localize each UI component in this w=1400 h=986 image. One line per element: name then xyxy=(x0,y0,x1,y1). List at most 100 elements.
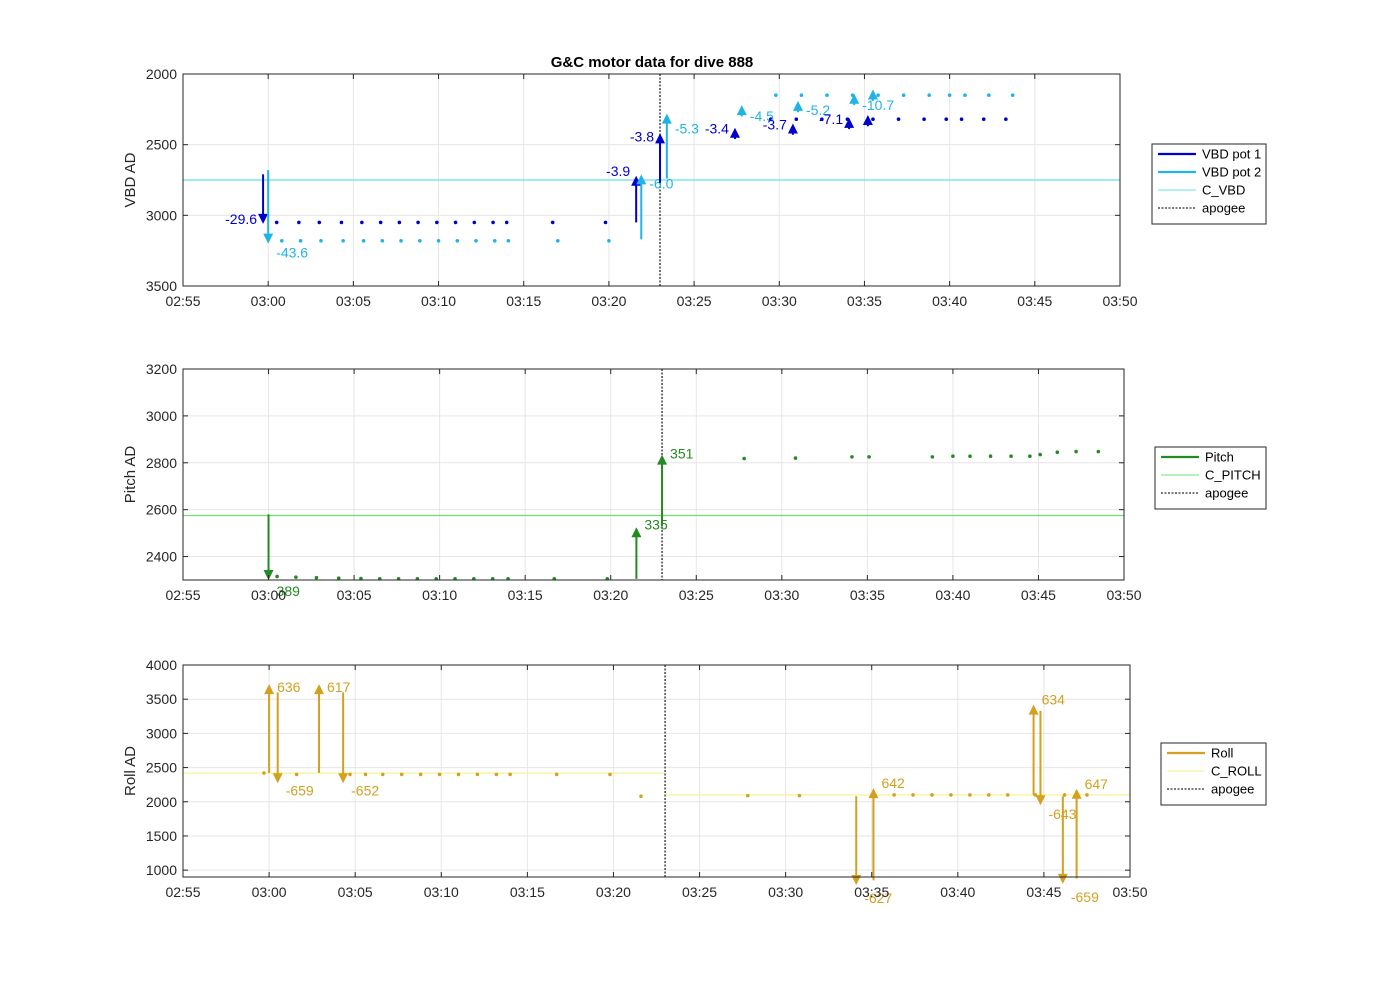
panels: -29.6 -43.6 -3.9 -6.0 -3.8 -5.3 -3.4 -4.5-3.7 -5… xyxy=(122,66,1267,906)
series-roll xyxy=(262,771,1089,799)
x-tick-label: 03:25 xyxy=(682,884,717,900)
legend-label: apogee xyxy=(1205,486,1248,501)
arrow-head xyxy=(849,93,860,104)
data-point xyxy=(981,117,986,122)
arrow-label: -659 xyxy=(1071,889,1099,905)
data-point xyxy=(1004,117,1008,122)
vbd-y-axis: 2000 2500 3000 3500 xyxy=(146,66,1120,294)
roll-plot xyxy=(183,665,1130,877)
y-tick-label: 3500 xyxy=(146,278,177,294)
arrow-label: -7.1 xyxy=(819,111,843,127)
y-tick-label: 3000 xyxy=(146,207,177,223)
x-tick-label: 03:45 xyxy=(1021,587,1056,603)
data-point xyxy=(556,238,560,243)
data-point xyxy=(280,238,284,243)
arrow-head xyxy=(1035,795,1046,806)
x-tick-label: 03:15 xyxy=(510,884,545,900)
data-point xyxy=(968,793,972,797)
arrow-head xyxy=(787,123,798,134)
data-point xyxy=(927,93,931,97)
arrow-label: -652 xyxy=(351,782,379,798)
x-tick-label: 02:55 xyxy=(165,884,200,900)
data-point xyxy=(506,238,511,243)
arrow-label: 389 xyxy=(277,583,301,599)
x-tick-label: 03:50 xyxy=(1102,293,1137,309)
data-point xyxy=(472,577,476,580)
y-tick-label: 1500 xyxy=(146,828,177,844)
x-tick-label: 03:25 xyxy=(677,293,712,309)
arrow-label: -5.2 xyxy=(806,102,830,118)
arrow-head xyxy=(1028,704,1039,715)
data-point xyxy=(456,772,461,777)
arrow-head xyxy=(868,788,879,799)
x-tick-label: 03:50 xyxy=(1106,587,1141,603)
data-point xyxy=(639,794,643,799)
data-point xyxy=(799,93,804,97)
data-point xyxy=(397,220,402,225)
pitch-y-axis-label: Pitch AD xyxy=(122,446,139,504)
data-point xyxy=(987,793,991,797)
x-tick-label: 03:50 xyxy=(1112,884,1147,900)
data-point xyxy=(262,771,266,775)
y-tick-label: 1000 xyxy=(146,862,177,878)
arrow-label: -6.0 xyxy=(649,175,673,191)
series-vbd-pot-2 xyxy=(280,93,1015,243)
data-point xyxy=(474,238,478,243)
data-point xyxy=(1074,449,1078,454)
arrow-label: 351 xyxy=(670,446,694,462)
y-tick-label: 3200 xyxy=(146,361,177,377)
data-point xyxy=(603,220,608,225)
vbd-y-axis-label: VBD AD xyxy=(122,152,139,207)
data-point xyxy=(435,220,439,225)
data-point xyxy=(504,220,509,225)
data-point xyxy=(418,772,423,777)
arrow-head xyxy=(793,100,804,111)
data-point xyxy=(901,93,906,97)
pitch-plot-area xyxy=(183,369,1124,580)
data-point xyxy=(418,238,422,243)
arrow-head xyxy=(655,133,666,144)
x-tick-label: 03:15 xyxy=(506,293,541,309)
arrow-head xyxy=(736,105,747,116)
series-vbd-pot-1 xyxy=(274,117,1008,225)
data-point xyxy=(825,93,829,97)
legend-label: C_ROLL xyxy=(1211,764,1262,779)
data-point xyxy=(490,577,495,580)
x-tick-label: 03:10 xyxy=(422,587,457,603)
data-point xyxy=(944,117,949,122)
data-point xyxy=(294,575,298,579)
data-point xyxy=(297,220,301,225)
arrow-label: -3.9 xyxy=(606,163,630,179)
data-point xyxy=(745,793,750,798)
data-point xyxy=(380,238,385,243)
y-tick-label: 3000 xyxy=(146,408,177,424)
data-point xyxy=(987,93,991,97)
arrow-head xyxy=(258,213,269,224)
data-point xyxy=(437,772,442,777)
arrow-head xyxy=(264,684,275,695)
data-point xyxy=(1096,449,1101,454)
arrow-label: -3.8 xyxy=(630,128,654,144)
data-point xyxy=(1005,793,1010,797)
arrow-head xyxy=(729,127,740,138)
y-tick-label: 2400 xyxy=(146,549,177,565)
data-point xyxy=(793,456,798,460)
arrow-head xyxy=(631,527,642,538)
arrow-label: 335 xyxy=(644,516,668,532)
x-tick-label: 03:05 xyxy=(338,884,373,900)
data-point xyxy=(314,575,319,580)
arrow-label: 642 xyxy=(881,775,905,791)
x-tick-label: 03:05 xyxy=(337,587,372,603)
arrow-head xyxy=(1071,788,1082,799)
arrow-head xyxy=(844,117,855,128)
x-tick-label: 03:20 xyxy=(596,884,631,900)
arrow-head xyxy=(862,114,873,125)
data-point xyxy=(1085,793,1089,797)
data-point xyxy=(820,117,824,122)
legend-box xyxy=(1151,143,1267,225)
